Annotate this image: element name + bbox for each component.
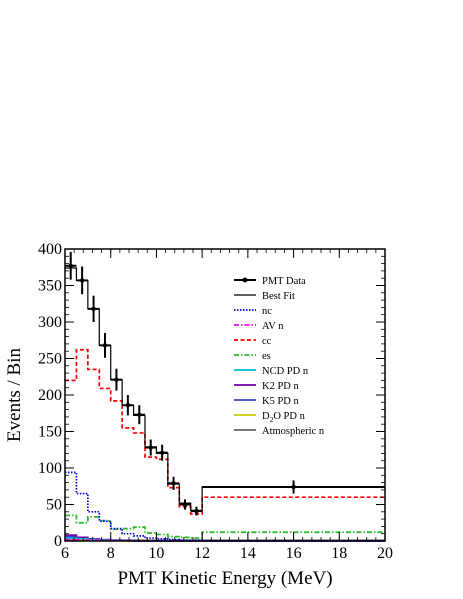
data-point-marker — [194, 508, 199, 514]
legend-entry: AV n — [234, 321, 284, 332]
y-tick-label: 350 — [38, 278, 62, 295]
legend-label: PMT Data — [262, 276, 306, 287]
y-axis-label: Events / Bin — [4, 348, 25, 442]
x-tick-label: 10 — [148, 545, 164, 562]
data-point — [99, 332, 111, 358]
legend-label: NCD PD n — [262, 366, 309, 377]
data-point-marker — [68, 263, 73, 268]
x-tick-label: 18 — [331, 545, 347, 562]
data-point-marker — [159, 450, 165, 455]
series-es — [65, 514, 385, 539]
legend-entry: Atmospheric n — [234, 426, 325, 437]
series-nc — [65, 471, 385, 542]
legend-label: es — [262, 351, 271, 362]
data-point-marker — [91, 306, 96, 312]
data-point-marker — [171, 481, 176, 486]
legend-label: AV n — [262, 321, 284, 332]
legend: PMT Data Best Fit nc AV n cc es NCD PD n K2 PD … — [234, 276, 325, 437]
data-point — [179, 499, 191, 510]
x-tick-label: 12 — [194, 545, 210, 562]
legend-label: K2 PD n — [262, 381, 300, 392]
y-tick-label: 400 — [38, 241, 62, 258]
data-point — [190, 506, 203, 516]
legend-label: cc — [262, 336, 272, 347]
data-point — [202, 480, 385, 494]
data-point-marker — [148, 445, 153, 450]
legend-label: K5 PD n — [262, 396, 300, 407]
legend-label: D2O PD n — [262, 411, 306, 424]
x-tick-label: 6 — [61, 545, 69, 562]
series-cc — [65, 348, 385, 515]
x-tick-label: 14 — [240, 545, 256, 562]
legend-entry: PMT Data — [234, 276, 306, 287]
legend-marker — [242, 277, 248, 283]
y-tick-label: 250 — [38, 351, 62, 368]
legend-entry: cc — [234, 336, 272, 347]
data-point-marker — [182, 502, 188, 507]
y-tick-label: 200 — [38, 387, 62, 404]
y-tick-label: 150 — [38, 424, 62, 441]
legend-label: nc — [262, 306, 272, 317]
data-point — [65, 251, 77, 280]
data-point — [87, 295, 100, 322]
y-tick-label: 300 — [38, 314, 62, 331]
legend-entry: Best Fit — [234, 291, 295, 302]
legend-entry: K2 PD n — [234, 381, 300, 392]
legend-label: Atmospheric n — [262, 426, 325, 437]
data-point-marker — [114, 377, 119, 382]
data-point-marker — [102, 343, 108, 348]
legend-entry: nc — [234, 306, 272, 317]
y-tick-label: 50 — [46, 497, 62, 514]
data-point — [156, 444, 168, 461]
legend-entry: NCD PD n — [234, 366, 309, 377]
data-point-marker — [137, 412, 142, 417]
data-point-marker — [291, 484, 296, 490]
data-point — [76, 266, 88, 295]
data-point-marker — [125, 403, 131, 408]
legend-entry: es — [234, 351, 271, 362]
data-point — [145, 439, 157, 456]
data-point-marker — [79, 278, 85, 283]
x-tick-label: 8 — [107, 545, 115, 562]
legend-entry: D2O PD n — [234, 411, 306, 424]
data-point — [110, 368, 123, 391]
series-best-fit — [65, 267, 385, 511]
y-tick-label: 0 — [54, 533, 62, 550]
x-tick-label: 16 — [286, 545, 302, 562]
legend-entry: K5 PD n — [234, 396, 300, 407]
plot-layer — [65, 251, 385, 542]
x-tick-label: 20 — [377, 545, 393, 562]
data-point — [167, 476, 180, 490]
series-av-n — [65, 538, 385, 542]
data-point — [122, 395, 134, 416]
legend-label: Best Fit — [262, 291, 295, 302]
data-point — [133, 405, 145, 425]
y-tick-label: 100 — [38, 460, 62, 477]
x-axis-label: PMT Kinetic Energy (MeV) — [117, 568, 332, 589]
